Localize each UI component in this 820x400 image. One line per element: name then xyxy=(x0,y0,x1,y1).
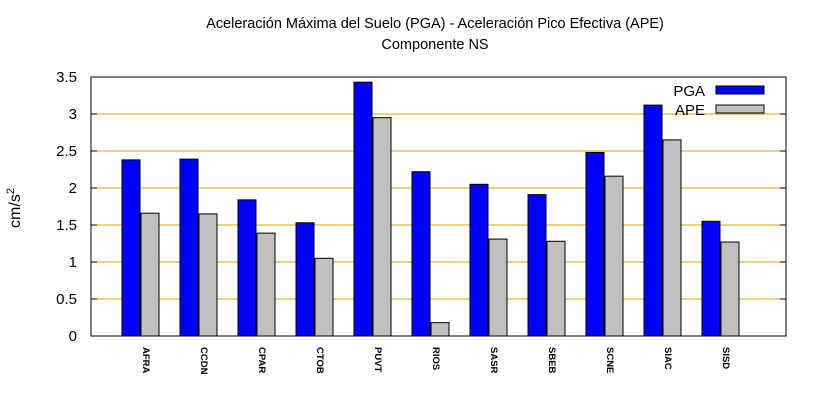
chart-title: Aceleración Máxima del Suelo (PGA) - Ace… xyxy=(206,16,664,32)
x-tick-label: CTOB xyxy=(314,347,325,374)
x-tick-label: SISD xyxy=(720,347,731,369)
bar-pga-sasr xyxy=(469,183,489,337)
bar-pga-cpar xyxy=(237,199,257,337)
y-tick-label: 0.5 xyxy=(56,291,77,308)
legend-swatch xyxy=(715,85,765,95)
y-tick-label: 3.5 xyxy=(56,69,77,86)
plot-frame xyxy=(90,76,787,337)
bar-pga-sbeb xyxy=(527,194,547,337)
legend-label: PGA xyxy=(673,83,705,100)
y-axis-label: cm/s2 xyxy=(5,188,24,228)
x-tick-label: RIOS xyxy=(430,347,441,370)
bar-pga-puvt xyxy=(353,81,373,337)
y-tick-label: 3 xyxy=(69,106,77,123)
y-tick-label: 2.5 xyxy=(56,143,77,160)
bar-ape-ctob xyxy=(314,257,334,337)
y-tick-label: 2 xyxy=(69,180,77,197)
x-tick-label: PUVT xyxy=(372,347,383,373)
x-tick-label: SCNE xyxy=(604,347,615,373)
y-axis-label-sup: 2 xyxy=(5,188,17,194)
bar-ape-puvt xyxy=(372,117,392,337)
x-tick-label: AFRA xyxy=(140,347,151,374)
legend-label: APE xyxy=(675,102,705,119)
x-tick-label: SASR xyxy=(488,347,499,374)
bar-pga-siac xyxy=(643,104,663,337)
x-axis-labels: AFRA CCDN CPAR CTOB PUVT RIOS SASR SBEB SCNE SIAC… xyxy=(139,331,731,375)
legend: PGA APE xyxy=(673,83,765,119)
bar-ape-siac xyxy=(662,139,682,337)
bar-ape-ccdn xyxy=(198,213,218,337)
bar-pga-afra xyxy=(121,159,141,337)
bar-ape-rios xyxy=(430,322,450,337)
chart-subtitle: Componente NS xyxy=(381,37,489,53)
bar-ape-scne xyxy=(604,175,624,337)
bar-pga-ccdn xyxy=(179,158,199,337)
y-axis-ticks: 0 0.5 1 1.5 2 2.5 3 3.5 xyxy=(56,69,786,345)
bar-ape-afra xyxy=(140,212,160,337)
x-tick-label: SIAC xyxy=(662,347,673,370)
bar-pga-scne xyxy=(585,151,605,337)
bar-ape-sasr xyxy=(488,238,508,337)
y-tick-label: 0 xyxy=(69,328,77,345)
x-tick-label: CPAR xyxy=(256,347,267,373)
y-tick-label: 1.5 xyxy=(56,217,77,234)
bar-pga-ctob xyxy=(295,222,315,337)
bars xyxy=(121,81,740,337)
bar-ape-sbeb xyxy=(546,240,566,337)
x-tick-label: CCDN xyxy=(198,347,209,375)
legend-swatch xyxy=(715,104,765,114)
y-tick-label: 1 xyxy=(69,254,77,271)
bar-pga-rios xyxy=(411,171,431,337)
bar-ape-sisd xyxy=(720,241,740,337)
bar-pga-sisd xyxy=(701,220,721,337)
x-tick-label: SBEB xyxy=(546,347,557,374)
bar-ape-cpar xyxy=(256,232,276,337)
y-axis-label-base: cm/s xyxy=(7,194,24,228)
